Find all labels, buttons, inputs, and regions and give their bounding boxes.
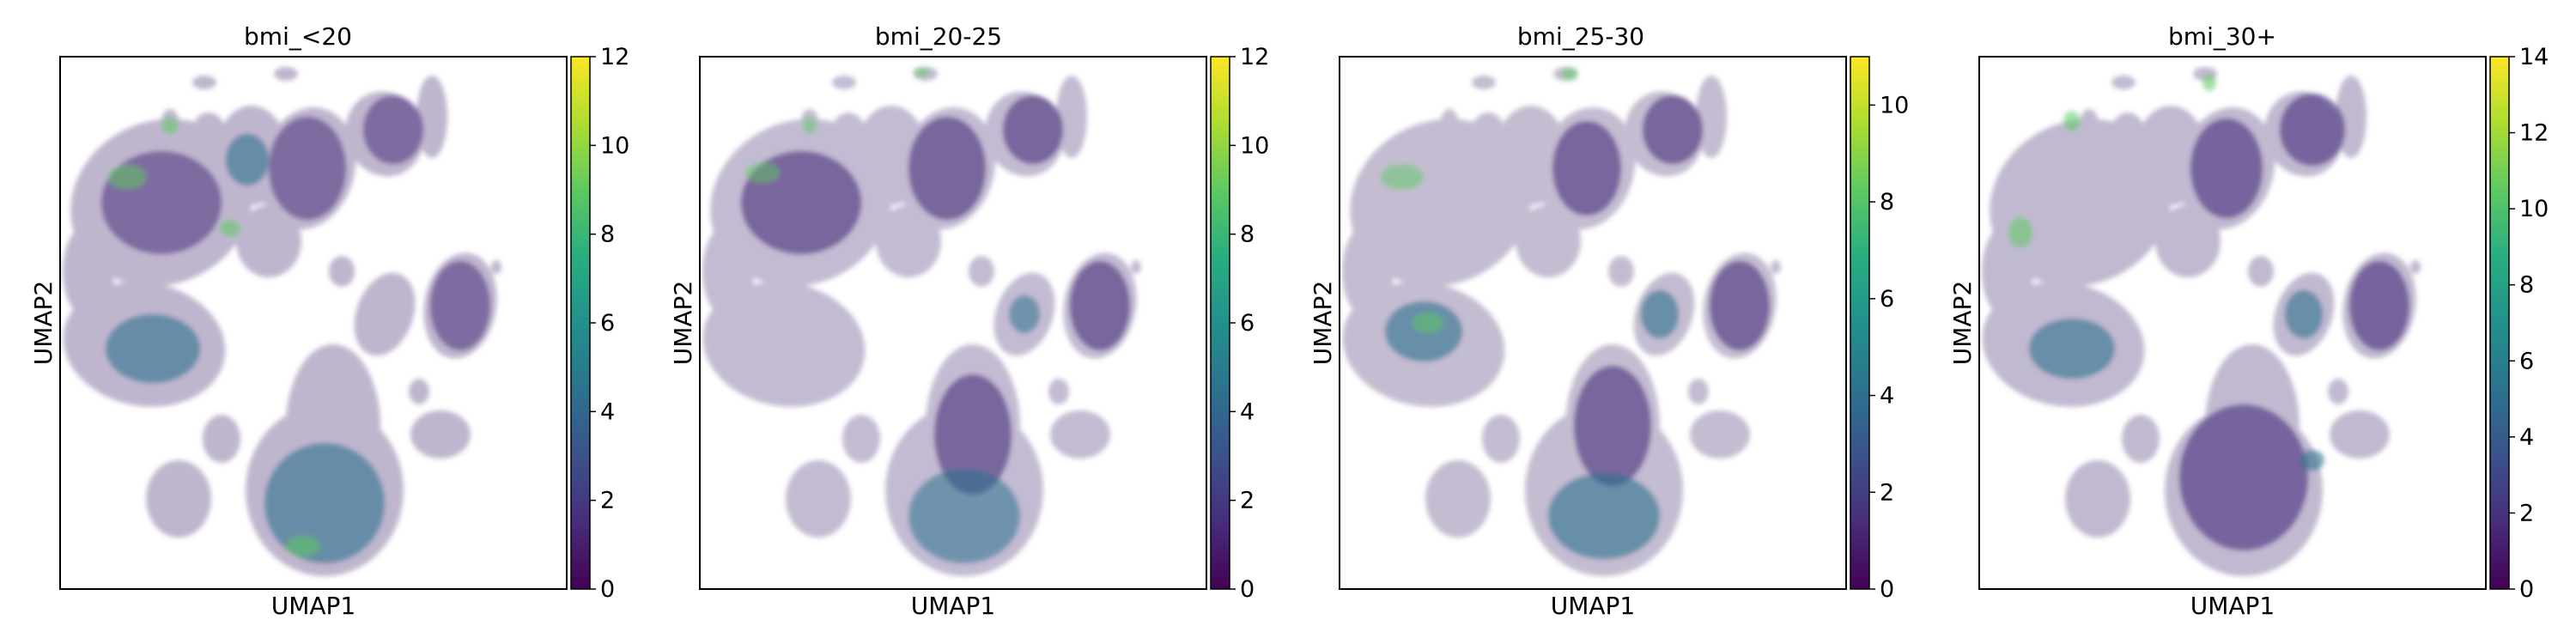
colorbar-tick-label: 4 — [2519, 424, 2534, 451]
panel-4: bmi_30+ — [1948, 22, 2549, 620]
colorbar-tick-label: 4 — [1240, 398, 1255, 425]
colorbar-tick-label: 2 — [2519, 500, 2534, 526]
colorbar-tick-label: 10 — [600, 132, 629, 159]
panel-2-scatter — [682, 67, 1145, 576]
colorbar-tick-label: 10 — [1240, 132, 1269, 159]
panel-1-scatter — [42, 67, 506, 576]
panel-2-title: bmi_20-25 — [875, 22, 1002, 51]
colorbar-tick-label: 0 — [600, 576, 615, 603]
panel-2-xlabel: UMAP1 — [911, 592, 996, 620]
panel-4-xlabel: UMAP1 — [2190, 592, 2275, 620]
panel-2-colorbar-ticks: 0 2 4 6 8 10 12 — [1230, 44, 1269, 603]
colorbar-tick-label: 6 — [1880, 286, 1894, 313]
panel-3-frame — [1339, 56, 1847, 590]
panel-1-frame — [59, 56, 568, 590]
panel-4-title: bmi_30+ — [2168, 22, 2276, 51]
colorbar-tick-label: 2 — [600, 488, 615, 514]
panel-2-ylabel: UMAP2 — [669, 281, 697, 366]
panel-3-title: bmi_25-30 — [1517, 22, 1644, 51]
colorbar-tick-label: 12 — [2519, 120, 2549, 147]
panel-1-colorbar: 0 2 4 6 8 10 12 — [570, 44, 629, 603]
panel-3-xlabel: UMAP1 — [1551, 592, 1636, 620]
colorbar-tick-label: 0 — [2519, 576, 2534, 603]
colorbar-tick-label: 0 — [1240, 576, 1255, 603]
panel-1-ylabel: UMAP2 — [29, 281, 58, 366]
panel-1-title: bmi_<20 — [244, 22, 352, 51]
panel-1: bmi_<20 — [29, 22, 629, 620]
panel-3-scatter — [1321, 67, 1785, 576]
colorbar-tick-label: 12 — [600, 44, 629, 70]
panel-2-frame — [699, 56, 1207, 590]
colorbar-tick-label: 2 — [1240, 488, 1255, 514]
colorbar-tick-label: 14 — [2519, 44, 2549, 70]
panel-3-ylabel: UMAP2 — [1309, 281, 1337, 366]
panel-2: bmi_20-25 — [669, 22, 1269, 620]
panel-4-ylabel: UMAP2 — [1948, 281, 1977, 366]
panel-3: bmi_25-30 — [1309, 22, 1909, 620]
colorbar-tick-label: 4 — [1880, 383, 1894, 410]
colorbar-tick-label: 10 — [1880, 92, 1909, 118]
colorbar-tick-label: 8 — [2519, 272, 2534, 299]
panel-4-colorbar-ticks: 0 2 4 6 8 10 12 14 — [2509, 44, 2549, 603]
panel-3-colorbar-ticks: 0 2 4 6 8 10 — [1869, 92, 1909, 603]
colorbar-tick-label: 8 — [600, 222, 615, 248]
panel-1-xlabel: UMAP1 — [271, 592, 356, 620]
panel-2-colorbar: 0 2 4 6 8 10 12 — [1210, 44, 1269, 603]
colorbar-tick-label: 8 — [1880, 189, 1894, 216]
colorbar-tick-label: 6 — [2519, 348, 2534, 374]
colorbar-tick-label: 2 — [1880, 479, 1894, 506]
colorbar-tick-label: 12 — [1240, 44, 1269, 70]
panel-3-colorbar: 0 2 4 6 8 10 — [1850, 56, 1909, 603]
panel-4-scatter — [1961, 67, 2425, 576]
panel-4-colorbar: 0 2 4 6 8 10 12 14 — [2489, 44, 2549, 603]
colorbar-tick-label: 6 — [600, 310, 615, 337]
panel-1-colorbar-ticks: 0 2 4 6 8 10 12 — [590, 44, 629, 603]
panel-4-frame — [1978, 56, 2487, 590]
colorbar-tick-label: 10 — [2519, 196, 2549, 222]
colorbar-tick-label: 8 — [1240, 222, 1255, 248]
colorbar-tick-label: 6 — [1240, 310, 1255, 337]
colorbar-tick-label: 0 — [1880, 576, 1894, 603]
colorbar-tick-label: 4 — [600, 398, 615, 425]
